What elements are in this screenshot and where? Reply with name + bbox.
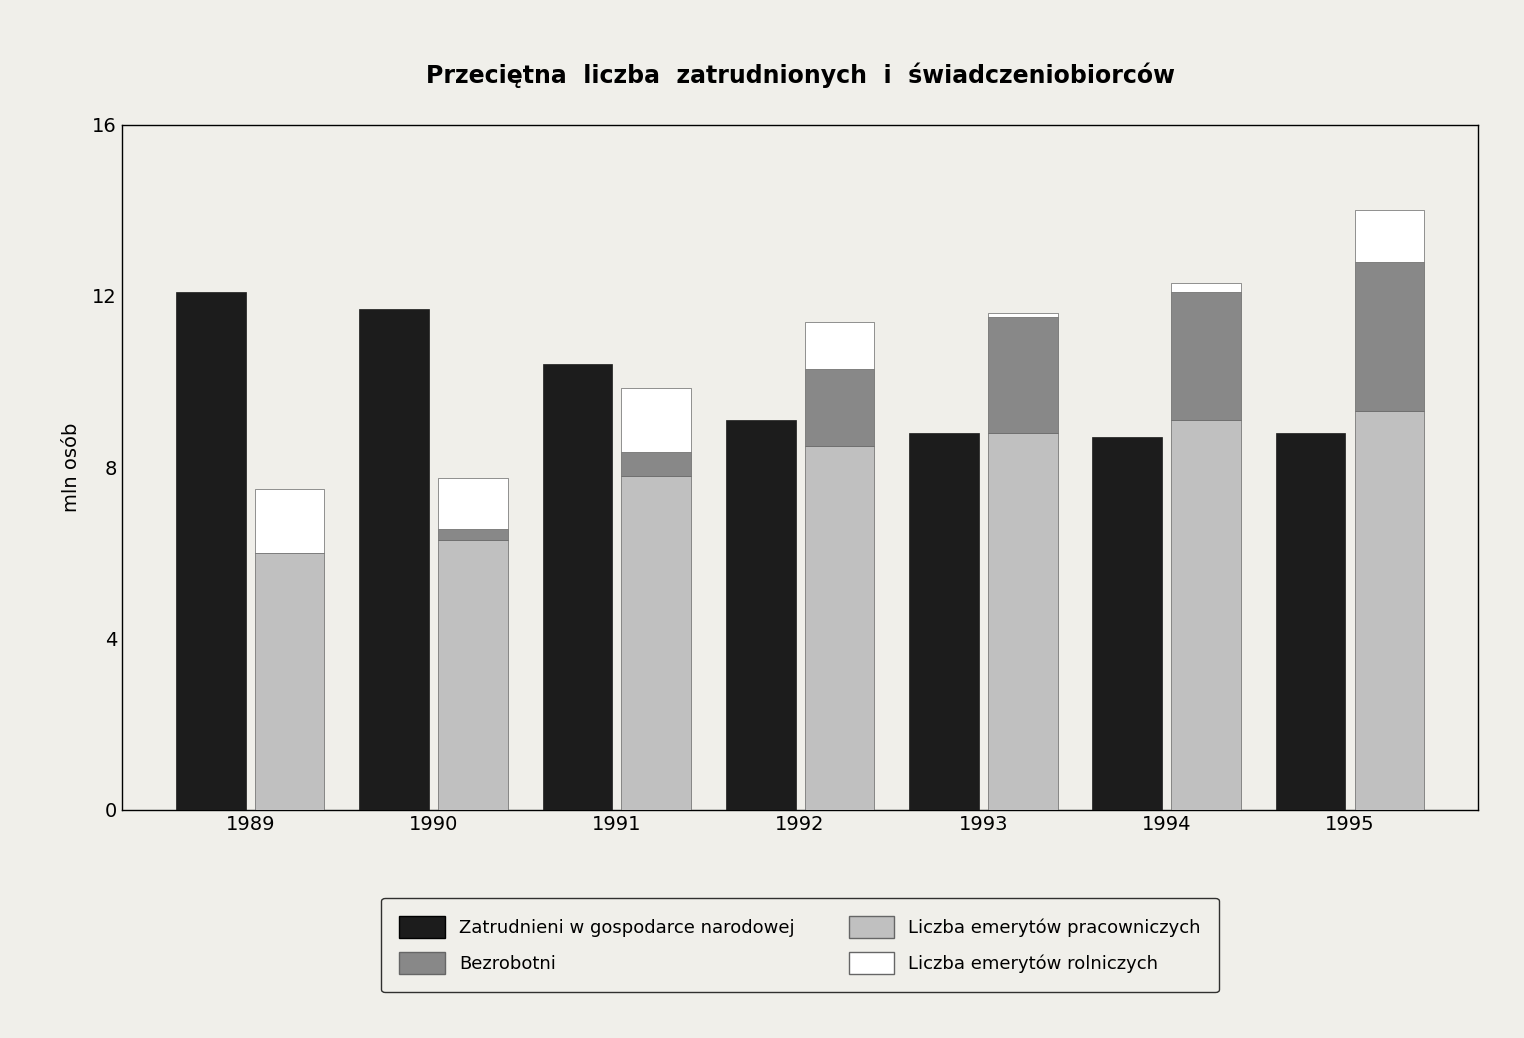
Bar — [622, 388, 690, 453]
Bar — [437, 529, 507, 540]
Bar — [805, 368, 875, 445]
Bar — [988, 313, 1058, 318]
Legend: Zatrudnieni w gospodarce narodowej, Bezrobotni, Liczba emerytów pracowniczych, L: Zatrudnieni w gospodarce narodowej, Bezr… — [381, 898, 1219, 992]
Bar — [805, 445, 875, 810]
Bar — [622, 453, 690, 475]
Bar — [255, 489, 325, 552]
Bar — [1172, 420, 1241, 810]
Bar — [1172, 292, 1241, 420]
Bar — [1276, 433, 1346, 810]
Bar — [360, 308, 428, 810]
Bar — [988, 318, 1058, 433]
Bar — [437, 540, 507, 810]
Bar — [1355, 210, 1425, 262]
Y-axis label: mln osób: mln osób — [62, 422, 81, 512]
Bar — [437, 477, 507, 529]
Bar — [805, 322, 875, 368]
Bar — [175, 292, 245, 810]
Bar — [1355, 411, 1425, 810]
Bar — [543, 364, 613, 810]
Bar — [725, 420, 796, 810]
Bar — [255, 552, 325, 810]
Title: Przeciętna  liczba  zatrudnionych  i  świadczeniobiorców: Przeciętna liczba zatrudnionych i świadc… — [425, 62, 1175, 88]
Bar — [988, 433, 1058, 810]
Bar — [910, 433, 978, 810]
Bar — [622, 475, 690, 810]
Bar — [1172, 283, 1241, 292]
Bar — [1093, 437, 1163, 810]
Bar — [1355, 262, 1425, 411]
